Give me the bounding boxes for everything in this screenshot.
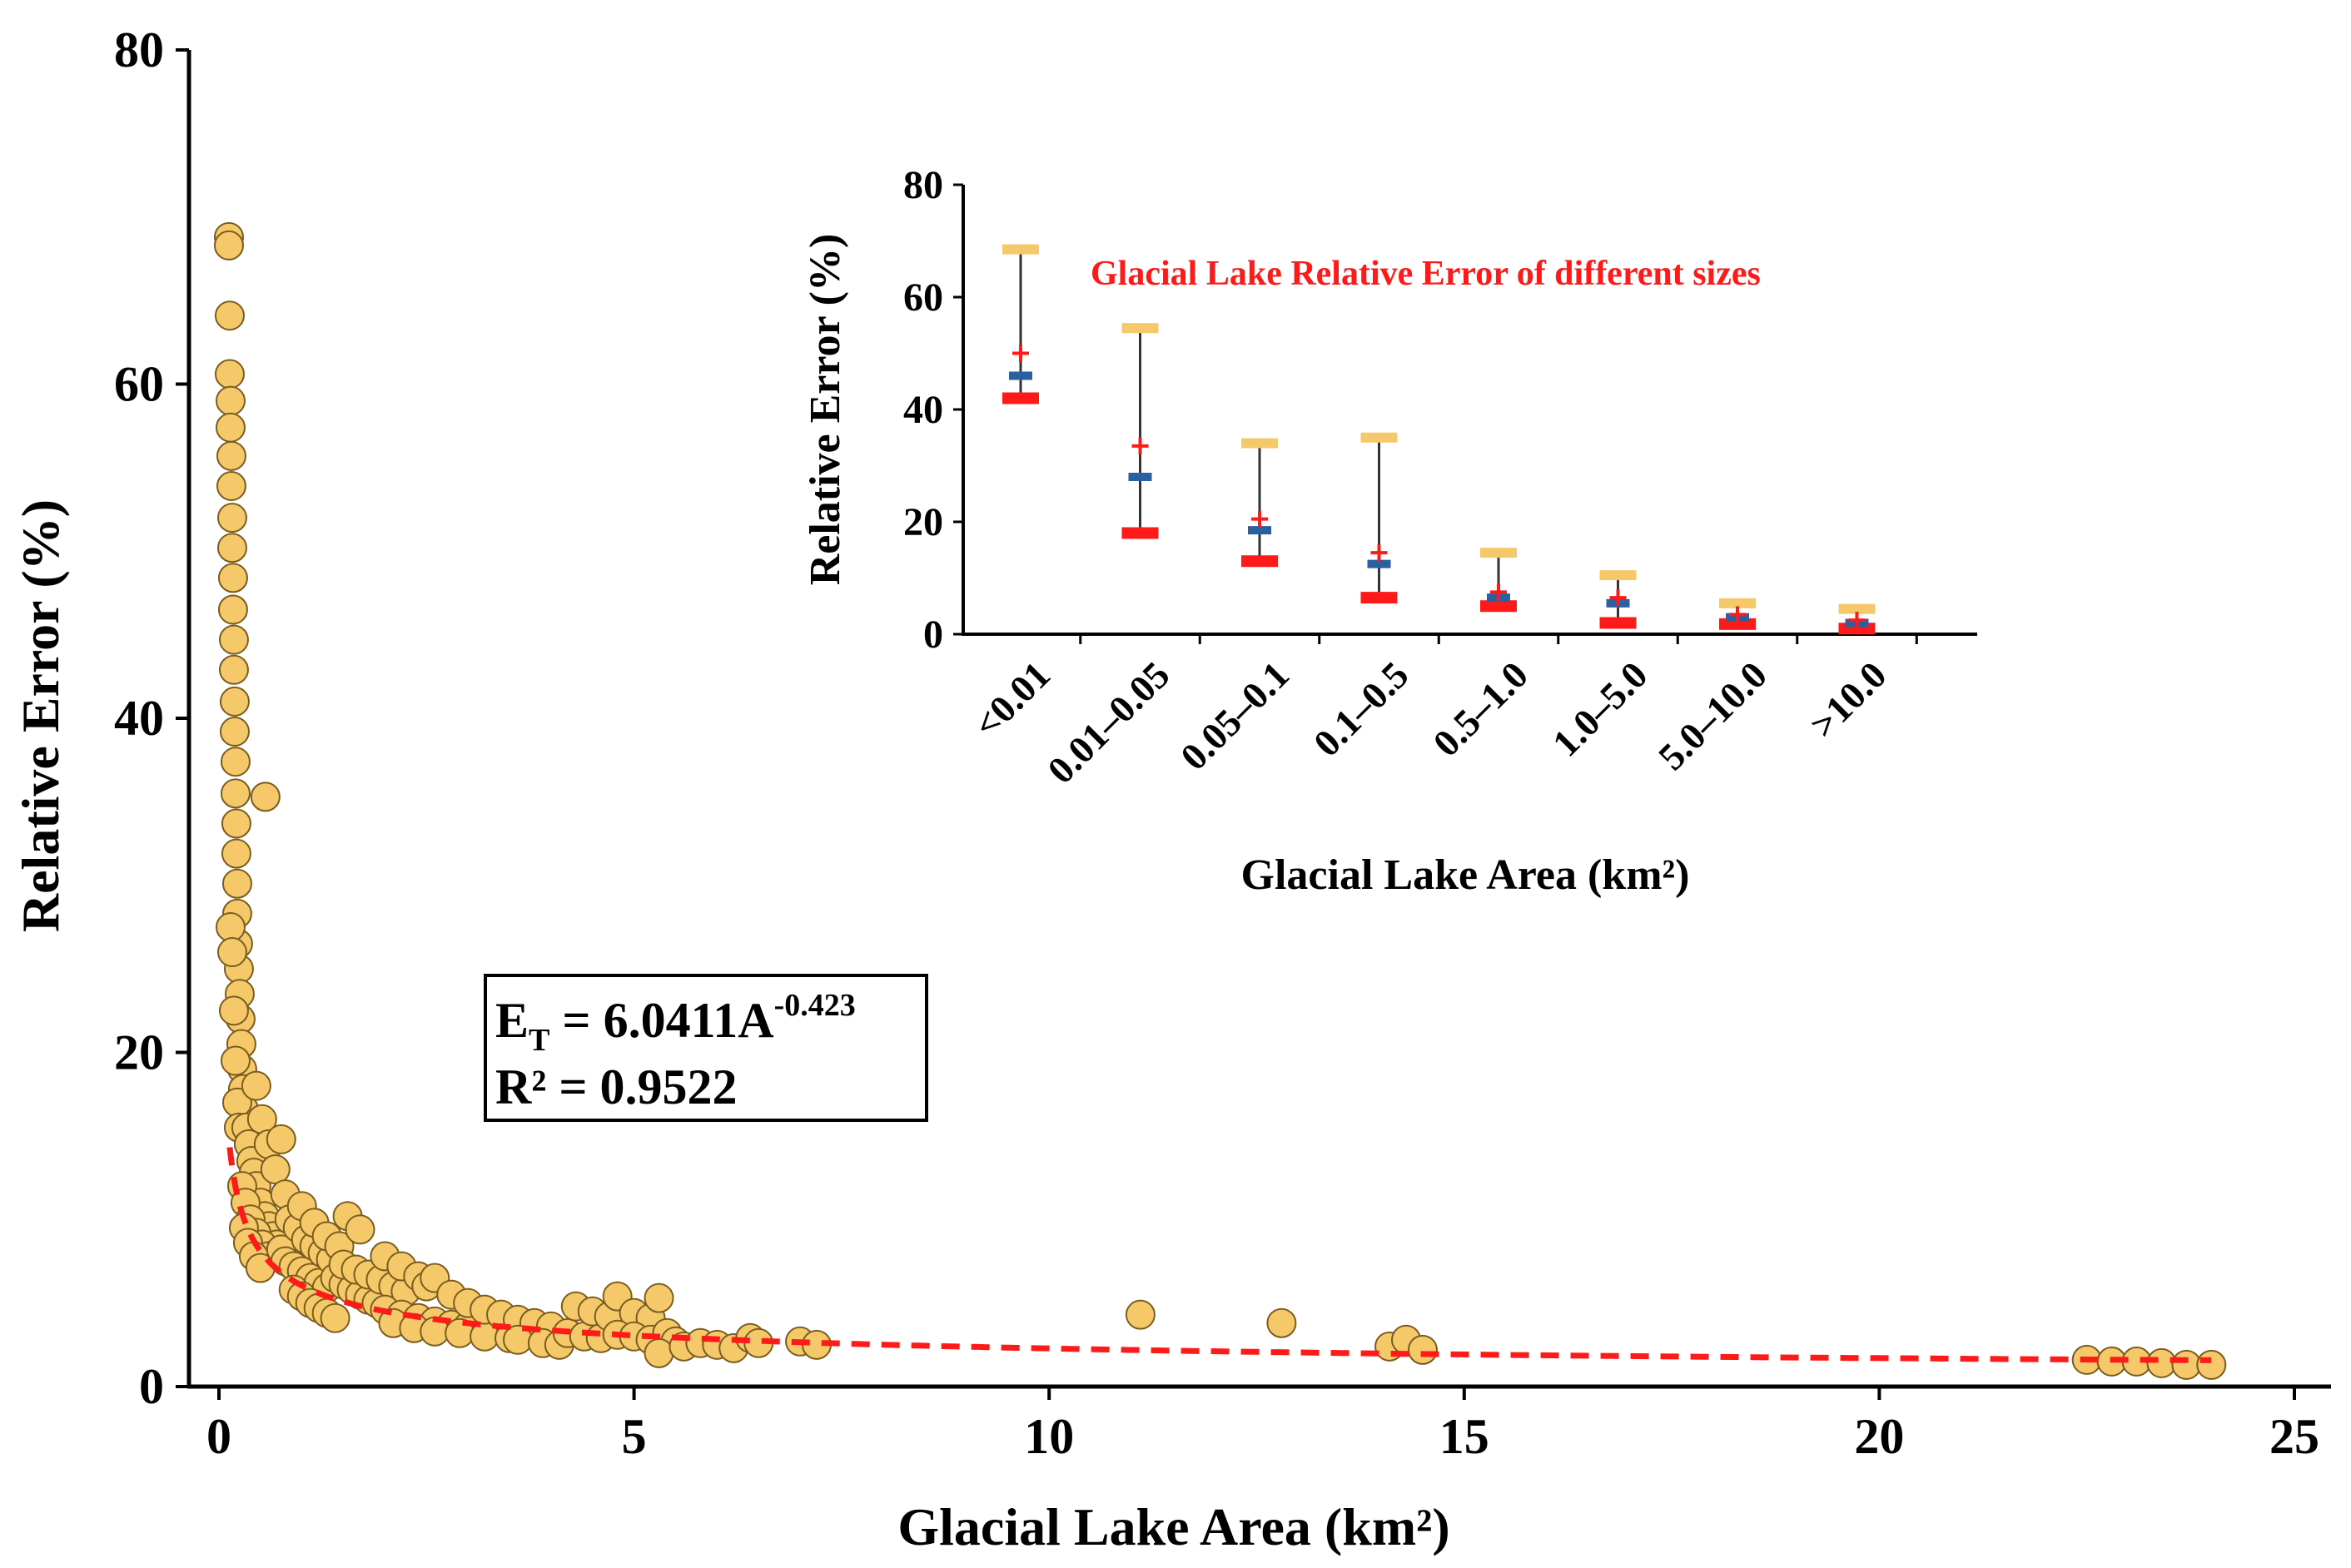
inset-y-tick-label: 60 [903, 275, 943, 320]
inset-max-marker [1002, 244, 1039, 255]
x-ticks: 0 5 10 15 20 25 [206, 1387, 2319, 1464]
scatter-points [213, 221, 2227, 1380]
scatter-point [345, 1214, 375, 1245]
inset-max-marker [1360, 432, 1398, 443]
scatter-point [1407, 1334, 1438, 1365]
inset-y-tick-label: 80 [903, 163, 943, 207]
x-tick-label: 5 [622, 1409, 647, 1464]
scatter-point [215, 911, 246, 942]
scatter-point [2146, 1347, 2177, 1378]
scatter-point [2171, 1349, 2202, 1380]
scatter-point [215, 385, 246, 416]
scatter-point [215, 412, 246, 443]
x-tick-label: 15 [1439, 1409, 1489, 1464]
y-tick-label: 60 [114, 357, 164, 412]
scatter-point [218, 624, 249, 655]
inset-x-axis-label: Glacial Lake Area (km²) [1241, 851, 1690, 899]
inset-min-marker [1241, 555, 1278, 568]
inset-min-marker [1360, 592, 1398, 604]
x-tick-label: 25 [2269, 1409, 2319, 1464]
main-chart: 0 20 40 60 80 0 5 10 15 20 25 Glacial Lake Area (… [11, 22, 2331, 1556]
scatter-point [266, 1124, 296, 1154]
scatter-point [220, 778, 251, 809]
scatter-point [1266, 1307, 1297, 1338]
scatter-point [218, 654, 249, 685]
y-axis-label: Relative Error (%) [11, 499, 70, 932]
y-tick-label: 80 [114, 22, 164, 77]
inset-max-marker [1241, 438, 1278, 449]
inset-min-marker [1599, 617, 1637, 629]
inset-y-tick-label: 0 [923, 613, 943, 657]
scatter-point [216, 470, 246, 501]
inset-y-axis-label: Relative Error (%) [802, 234, 849, 586]
inset-median-marker [1009, 371, 1032, 380]
scatter-point [260, 1154, 291, 1185]
fit-line-layer [226, 1147, 2212, 1363]
fit-equation-box: ET = 6.0411A-0.423 R² = 0.9522 [484, 974, 928, 1122]
inset-mean-marker [1131, 437, 1149, 454]
x-axis-label: Glacial Lake Area (km²) [897, 1497, 1449, 1556]
y-ticks: 0 20 40 60 80 [114, 22, 189, 1414]
scatter-point [216, 533, 247, 563]
scatter-point [217, 594, 248, 625]
inset-max-marker [1121, 323, 1159, 334]
inset-median-marker [1128, 473, 1152, 481]
scatter-point [644, 1337, 674, 1368]
inset-mean-marker [1848, 612, 1866, 629]
scatter-point [216, 937, 247, 968]
scatter-point [216, 503, 247, 533]
scatter-point [644, 1283, 674, 1313]
scatter-point [219, 717, 250, 747]
inset-y-tick-label: 40 [903, 388, 943, 432]
scatter-point [241, 1070, 271, 1101]
inset-title: Glacial Lake Relative Error of different… [1091, 255, 1761, 293]
inset-mean-marker [1012, 345, 1029, 362]
scatter-point [320, 1303, 350, 1333]
inset-mean-marker [1370, 544, 1388, 562]
scatter-point [219, 686, 250, 717]
inset-mean-marker [1729, 606, 1746, 623]
x-tick-label: 0 [206, 1409, 231, 1464]
fit-r-squared: R² = 0.9522 [495, 1059, 738, 1114]
scatter-point [221, 838, 251, 869]
scatter-point [216, 440, 246, 471]
fit-curve [226, 1147, 2212, 1363]
y-tick-label: 40 [114, 691, 164, 746]
inset-max-marker [1599, 570, 1637, 581]
y-tick-label: 0 [139, 1359, 164, 1414]
inset-min-marker [1480, 600, 1517, 613]
scatter-point [214, 359, 245, 390]
scatter-point [2196, 1349, 2227, 1380]
x-tick-label: 20 [1854, 1409, 1904, 1464]
inset-min-marker [1121, 527, 1159, 539]
inset-median-marker [1248, 526, 1271, 535]
scatter-point [213, 230, 244, 261]
inset-max-marker [1480, 548, 1517, 558]
inset-mean-marker [1609, 589, 1627, 607]
inset-mean-marker [1251, 510, 1268, 528]
inset-min-marker [1002, 392, 1039, 404]
scatter-point [221, 868, 252, 899]
scatter-point [221, 808, 251, 839]
scatter-point [250, 782, 281, 812]
inset-y-ticks: 0 20 40 60 80 [903, 163, 963, 657]
inset-y-tick-label: 20 [903, 500, 943, 544]
fit-equation: ET = 6.0411A-0.423 [495, 988, 856, 1058]
equation-box-frame [484, 974, 928, 1122]
scatter-point [220, 1045, 251, 1076]
scatter-point [1125, 1299, 1156, 1330]
scatter-point [214, 300, 245, 331]
scatter-point [220, 747, 251, 777]
inset-mean-marker [1490, 583, 1507, 601]
scatter-point [217, 563, 248, 593]
x-tick-label: 10 [1024, 1409, 1074, 1464]
inset-max-marker [1719, 598, 1756, 608]
scatter-point [218, 995, 249, 1026]
inset-max-marker [1838, 603, 1876, 614]
inset-error-marks [1002, 244, 1876, 635]
inset-median-marker [1367, 559, 1391, 568]
y-tick-label: 20 [114, 1025, 164, 1080]
